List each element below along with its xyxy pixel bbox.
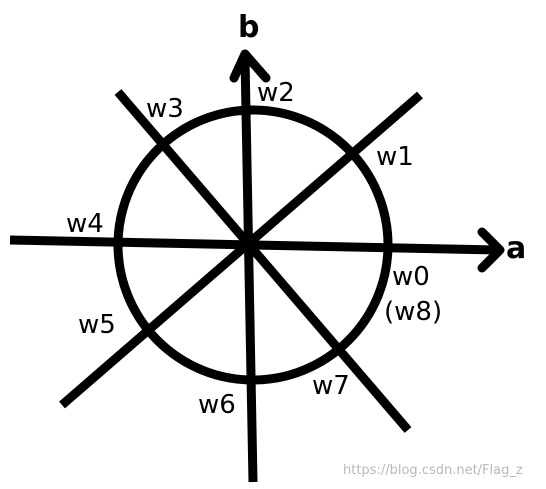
axis-a-line [9, 235, 499, 255]
vector-sublabel-w8: (w8) [384, 297, 442, 327]
axis-b-label: b [238, 10, 259, 45]
vector-label-w5: w5 [78, 310, 116, 340]
axis-a-label: a [506, 231, 526, 266]
vector-label-w7: w7 [312, 371, 350, 401]
axis-b-arrowhead [229, 49, 271, 83]
watermark-text: https://blog.csdn.net/Flag_z [343, 463, 523, 478]
vector-label-w4: w4 [66, 209, 104, 239]
vector-label-w6: w6 [198, 390, 236, 420]
axis-b-line [240, 57, 258, 483]
vector-label-w2: w2 [257, 78, 295, 108]
diagonal-line-w3-w7 [114, 89, 412, 433]
vector-label-w3: w3 [146, 94, 184, 124]
diagonal-line-w5-w1 [59, 91, 423, 409]
vector-label-w1: w1 [376, 142, 414, 172]
vector-label-w0: w0 [392, 262, 430, 292]
axis-a-arrowhead [477, 227, 505, 273]
